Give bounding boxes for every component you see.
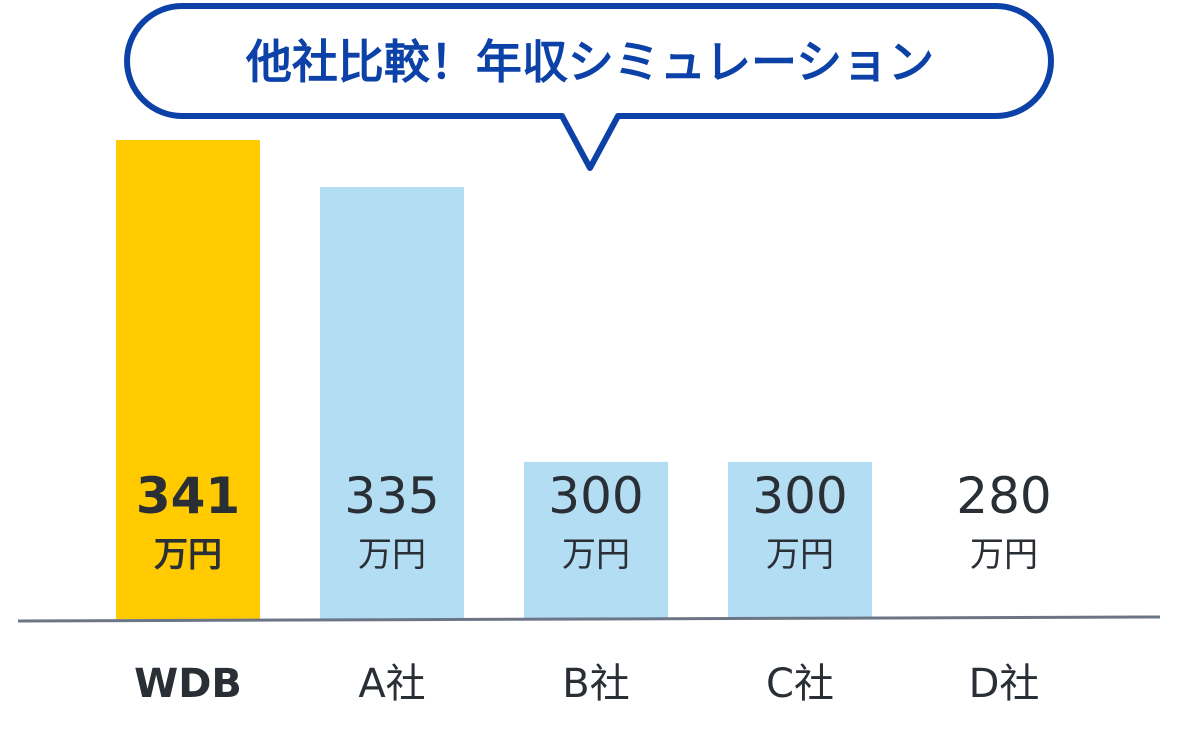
bar-unit-label: 万円 — [154, 535, 222, 575]
bar-unit-label: 万円 — [562, 535, 630, 575]
category-label: B社 — [562, 661, 629, 707]
bar-value-label: 335 — [344, 467, 439, 525]
chart-title: 他社比較！年収シミュレーション — [245, 35, 934, 89]
title-bubble: 他社比較！年収シミュレーション — [124, 3, 1054, 171]
bar-value-label: 341 — [136, 467, 240, 525]
bar-1 — [320, 187, 464, 619]
bar-3 — [728, 461, 872, 619]
category-label: WDB — [134, 661, 242, 707]
bar-value-label: 300 — [752, 467, 847, 525]
bar-unit-label: 万円 — [970, 535, 1038, 575]
category-label: A社 — [358, 661, 425, 707]
bar-unit-label: 万円 — [358, 535, 426, 575]
title-bubble-shape — [124, 3, 1054, 171]
bar-0 — [116, 140, 260, 619]
bar-value-label: 280 — [956, 467, 1051, 525]
bar-2 — [524, 461, 668, 619]
category-label: C社 — [766, 661, 834, 707]
x-axis-baseline — [17, 615, 1161, 623]
value-labels-group: 341 万円 335 万円 300 万円 300 万円 280 万円 — [136, 467, 1052, 575]
bar-unit-label: 万円 — [766, 535, 834, 575]
category-labels-group: WDB A社 B社 C社 D社 — [134, 661, 1039, 707]
bar-value-label: 300 — [548, 467, 643, 525]
category-label: D社 — [969, 661, 1040, 707]
bars-group — [116, 140, 1076, 619]
